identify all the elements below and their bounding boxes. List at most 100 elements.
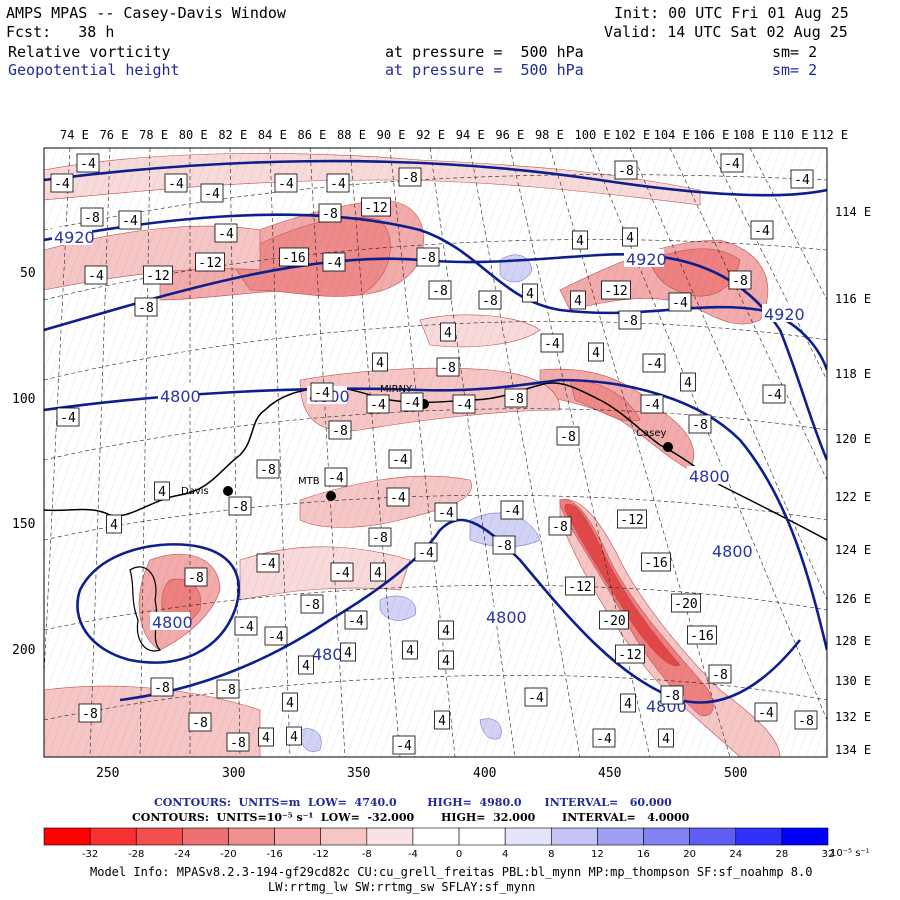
- vorticity-label-box: [671, 593, 701, 613]
- colorbar-swatch: [550, 827, 598, 846]
- vorticity-label-box: [614, 160, 638, 180]
- colorbar-label: -20: [220, 849, 236, 860]
- vorticity-label: 4: [376, 356, 384, 371]
- colorbar-swatch: [597, 827, 644, 846]
- station-markers: Davis MTB MIRNY Casey: [181, 384, 673, 501]
- vorticity-label-box: [622, 227, 638, 247]
- vorticity-label-box: [298, 655, 314, 675]
- vorticity-label: -20: [674, 597, 697, 612]
- vorticity-label-box: [143, 265, 173, 285]
- bottom-tick-label: 300: [222, 766, 245, 781]
- vorticity-label: -8: [622, 314, 638, 329]
- vorticity-label-box: [200, 183, 224, 203]
- vorticity-label-box: [660, 685, 684, 705]
- right-lon-label: 122 E: [835, 490, 871, 504]
- vorticity-label-box: [478, 290, 502, 310]
- vorticity-label-box: [106, 514, 122, 534]
- vorticity-label-box: [330, 562, 354, 582]
- vorticity-label: 4: [576, 234, 584, 249]
- colorbar-label: -16: [266, 849, 282, 860]
- vorticity-label: -8: [560, 430, 576, 445]
- vorticity-label: 4: [624, 697, 632, 712]
- vorticity-label: -4: [596, 732, 612, 747]
- vorticity-label: -8: [664, 689, 680, 704]
- vorticity-label-box: [640, 394, 664, 414]
- vorticity-label-box: [226, 732, 250, 752]
- vorticity-label: -12: [568, 580, 591, 595]
- vorticity-label-box: [274, 173, 298, 193]
- colorbar-swatch: [274, 827, 322, 846]
- station-mtb-label: MTB: [298, 476, 320, 487]
- vorticity-label-box: [392, 735, 416, 755]
- colorbar-label: -32: [82, 849, 98, 860]
- init-time: Init: 00 UTC Fri 01 Aug 25: [614, 4, 849, 22]
- vorticity-label: -4: [268, 630, 284, 645]
- colorbar-label: 16: [637, 849, 650, 860]
- vorticity-label: -4: [672, 296, 688, 311]
- vorticity-label: -8: [138, 301, 154, 316]
- vorticity-label-box: [134, 297, 158, 317]
- vorticity-label: -8: [432, 284, 448, 299]
- vorticity-label: -8: [440, 361, 456, 376]
- bottom-tick-label: 450: [598, 766, 621, 781]
- vorticity-label-box: [256, 553, 280, 573]
- vorticity-label-box: [402, 640, 418, 660]
- top-lon-label: 100 E: [575, 128, 611, 142]
- vorticity-label: -8: [84, 211, 100, 226]
- vorticity-label: -4: [418, 546, 434, 561]
- vorticity-label: -8: [732, 274, 748, 289]
- left-tick-label: 150: [12, 517, 35, 532]
- vorticity-label-box: [80, 207, 104, 227]
- vorticity-label: -4: [646, 357, 662, 372]
- top-lon-label: 74 E: [60, 128, 89, 142]
- vorticity-label-box: [282, 692, 298, 712]
- map-title: AMPS MPAS -- Casey-Davis Window: [6, 4, 286, 22]
- vorticity-label: -4: [754, 224, 770, 239]
- height-label: 4800: [160, 387, 201, 406]
- height-label: 4920: [764, 305, 805, 324]
- vorticity-label: -4: [314, 386, 330, 401]
- vorticity-label: -8: [220, 683, 236, 698]
- right-lon-label: 128 E: [835, 634, 871, 648]
- vorticity-label: -4: [334, 566, 350, 581]
- colorbar-label: 20: [683, 849, 696, 860]
- vorticity-label-box: [388, 449, 412, 469]
- vorticity-label-box: [344, 610, 368, 630]
- colorbar-swatch: [689, 827, 737, 846]
- top-lon-label: 112 E: [812, 128, 848, 142]
- vorticity-label-box: [398, 167, 422, 187]
- vorticity-label: -4: [328, 471, 344, 486]
- vorticity-label-box: [400, 392, 424, 412]
- colorbar-label: 12: [591, 849, 604, 860]
- vorticity-label-box: [601, 280, 631, 300]
- model-info-line1: Model Info: MPASv8.2.3-194-gf29cd82c CU:…: [90, 865, 813, 879]
- vorticity-label: 4: [344, 646, 352, 661]
- vorticity-label-box: [436, 357, 460, 377]
- vorticity-label-box: [84, 265, 108, 285]
- top-longitude-labels: 74 E 76 E 78 E 80 E 82 E 84 E 86 E 88 E 90 E 92 E…: [60, 128, 848, 142]
- vorticity-label: -4: [766, 388, 782, 403]
- vorticity-label-box: [688, 414, 712, 434]
- vorticity-label: -4: [168, 177, 184, 192]
- vorticity-label-box: [428, 280, 452, 300]
- vorticity-label: 4: [290, 730, 298, 745]
- vorticity-label: -4: [370, 398, 386, 413]
- colorbar-units: 10⁻⁵ s⁻¹: [830, 848, 870, 859]
- vorticity-label-box: [340, 642, 356, 662]
- vorticity-label-box: [264, 626, 288, 646]
- vorticity-label-box: [438, 620, 454, 640]
- top-lon-label: 76 E: [100, 128, 129, 142]
- model-info-line2: LW:rrtmg_lw SW:rrtmg_sw SFLAY:sf_mynn: [268, 880, 536, 894]
- station-casey-dot: [663, 442, 673, 452]
- vorticity-label-box: [440, 322, 456, 342]
- vorticity-label-box: [540, 333, 564, 353]
- vorticity-label: -16: [690, 629, 713, 644]
- vorticity-label: -4: [278, 177, 294, 192]
- vorticity-label-box: [258, 727, 274, 747]
- vorticity-label-box: [708, 664, 732, 684]
- height-contour-info: CONTOURS: UNITS=m LOW= 4740.0 HIGH= 4980…: [154, 796, 672, 809]
- vorticity-label: -8: [402, 171, 418, 186]
- colorbar-swatch: [643, 827, 690, 846]
- vorticity-label-box: [361, 197, 391, 217]
- vorticity-label-box: [750, 220, 774, 240]
